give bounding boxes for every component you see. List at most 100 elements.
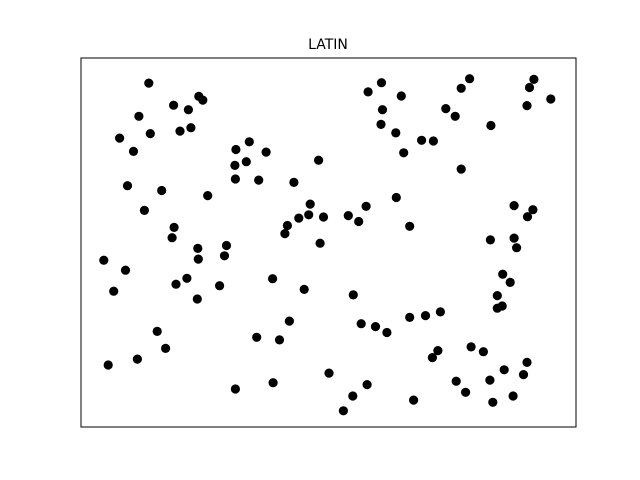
scatter-point-81 [435, 307, 445, 317]
scatter-point-85 [478, 347, 488, 357]
scatter-point-64 [363, 87, 373, 97]
scatter-point-58 [324, 368, 334, 378]
scatter-point-38 [171, 279, 181, 289]
scatter-point-53 [161, 343, 171, 353]
scatter-point-94 [529, 74, 539, 84]
scatter-point-14 [157, 185, 167, 196]
scatter-point-83 [433, 346, 443, 356]
scatter-point-15 [139, 205, 149, 215]
scatter-point-52 [152, 326, 162, 336]
scatter-point-80 [420, 311, 431, 321]
scatter-point-32 [99, 255, 109, 265]
scatter-point-103 [509, 233, 519, 243]
scatter-point-29 [221, 240, 232, 251]
scatter-point-51 [274, 335, 285, 345]
scatter-point-24 [282, 220, 292, 231]
scatter-point-105 [451, 376, 461, 386]
scatter-point-76 [356, 319, 366, 329]
scatter-point-27 [167, 233, 177, 243]
scatter-point-89 [456, 83, 466, 93]
scatter-point-106 [461, 387, 471, 397]
scatter-point-36 [192, 294, 202, 304]
scatter-point-108 [508, 391, 518, 401]
scatter-point-96 [492, 291, 502, 301]
scatter-point-111 [499, 365, 509, 375]
scatter-point-74 [405, 221, 415, 231]
scatter-point-23 [289, 177, 299, 187]
scatter-point-31 [193, 254, 203, 264]
scatter-point-97 [505, 277, 515, 287]
scatter-point-35 [182, 273, 192, 283]
scatter-point-12 [169, 100, 179, 110]
scatter-point-21 [203, 191, 213, 201]
scatter-point-62 [396, 91, 406, 101]
scatter-point-43 [280, 229, 290, 239]
scatter-point-68 [399, 148, 409, 158]
scatter-point-20 [261, 147, 271, 157]
scatter-point-7 [175, 126, 185, 136]
scatter-point-104 [498, 269, 508, 279]
scatter-point-28 [193, 243, 203, 253]
scatter-point-25 [304, 210, 314, 220]
scatter-point-41 [318, 212, 329, 222]
scatter-point-71 [450, 111, 460, 121]
scatter-point-42 [315, 238, 325, 248]
scatter-point-88 [441, 104, 451, 114]
scatter-point-10 [231, 144, 241, 155]
scatter-point-78 [382, 327, 392, 338]
scatter-point-82 [427, 353, 437, 363]
scatter-point-99 [522, 212, 533, 222]
scatter-point-4 [186, 123, 196, 133]
scatter-point-33 [120, 265, 131, 275]
scatter-point-40 [294, 213, 304, 223]
scatter-point-19 [254, 175, 264, 185]
scatter-point-75 [348, 290, 358, 300]
scatter-point-73 [391, 192, 401, 203]
scatter-point-69 [417, 135, 427, 145]
scatter-point-90 [465, 74, 475, 84]
scatter-point-87 [497, 301, 507, 311]
scatter-point-16 [230, 160, 240, 170]
scatter-point-45 [343, 211, 353, 221]
scatter-point-50 [252, 332, 262, 342]
scatter-point-100 [528, 205, 538, 215]
scatter-point-79 [405, 312, 415, 322]
scatter-point-72 [456, 164, 466, 174]
scatter-point-65 [377, 105, 388, 115]
scatter-point-60 [338, 406, 348, 416]
scatter-point-70 [428, 136, 438, 146]
scatter-point-57 [230, 384, 240, 394]
scatter-point-11 [183, 105, 193, 115]
scatter-point-22 [314, 155, 324, 165]
scatter-point-13 [122, 181, 133, 191]
scatter-point-6 [145, 129, 155, 139]
chart-title: LATIN [308, 37, 348, 53]
scatter-point-56 [268, 378, 278, 388]
scatter-point-107 [488, 397, 498, 407]
scatter-point-77 [370, 322, 381, 332]
scatter-point-3 [134, 111, 144, 121]
scatter-point-44 [361, 201, 371, 211]
scatter-point-17 [241, 157, 251, 167]
scatter-point-30 [219, 251, 230, 261]
scatter-point-49 [284, 316, 294, 326]
scatter-point-55 [132, 354, 142, 364]
scatter-point-98 [485, 235, 495, 245]
scatter-points [99, 74, 556, 416]
scatter-point-18 [230, 174, 240, 184]
scatter-point-5 [115, 133, 125, 143]
scatter-point-59 [348, 391, 358, 401]
scatter-point-112 [485, 375, 495, 385]
scatter-point-67 [391, 128, 401, 138]
scatter-point-61 [362, 380, 372, 390]
scatter-point-66 [376, 119, 386, 129]
scatter-point-8 [128, 146, 139, 156]
scatter-point-84 [466, 342, 476, 352]
scatter-point-34 [109, 286, 119, 296]
scatter-point-9 [244, 137, 254, 147]
scatter-point-93 [524, 82, 535, 93]
scatter-point-110 [522, 357, 532, 367]
scatter-point-102 [511, 243, 522, 253]
scatter-point-101 [509, 201, 519, 211]
